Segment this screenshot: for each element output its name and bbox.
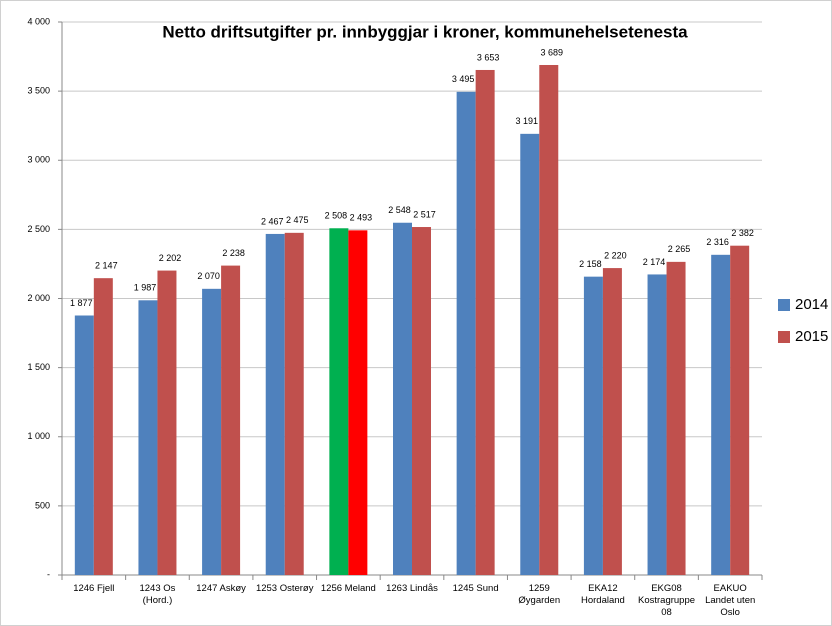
- bar: [93, 278, 113, 575]
- y-tick-label: 2 000: [27, 293, 50, 303]
- data-label: 3 495: [452, 74, 475, 84]
- bar: [412, 227, 431, 575]
- bar: [348, 230, 368, 575]
- bar: [730, 245, 750, 575]
- data-label: 2 220: [604, 250, 627, 260]
- bar: [475, 69, 495, 575]
- data-label: 2 475: [286, 215, 309, 225]
- data-label: 2 174: [643, 257, 666, 267]
- data-label: 2 493: [350, 213, 373, 223]
- data-label: 2 202: [159, 253, 182, 263]
- data-label: 1 877: [70, 298, 93, 308]
- data-label: 2 147: [95, 261, 118, 271]
- data-label: 2 382: [731, 228, 754, 238]
- data-label: 3 689: [541, 47, 564, 57]
- x-tick-label: 1259 Øygarden: [518, 583, 561, 606]
- legend-label: 2014: [795, 296, 828, 313]
- data-label: 3 191: [516, 116, 539, 126]
- bar: [329, 228, 349, 576]
- x-tick-label: EKA12 Hordaland: [580, 583, 625, 606]
- data-label: 2 517: [413, 209, 436, 219]
- bar: [456, 91, 476, 575]
- y-tick-label: 1 000: [27, 431, 50, 441]
- legend-label: 2015: [795, 328, 828, 345]
- bar: [583, 276, 603, 575]
- y-tick-label: 3 000: [27, 155, 50, 165]
- data-label: 2 070: [197, 271, 220, 281]
- bar: [711, 254, 731, 576]
- bar: [221, 265, 241, 575]
- data-label: 2 158: [579, 259, 602, 269]
- y-tick-label: -: [47, 569, 50, 579]
- bar: [74, 315, 94, 575]
- x-tick-label: 1246 Fjell: [73, 583, 115, 594]
- data-label: 2 467: [261, 216, 284, 226]
- y-tick-label: 2 500: [27, 224, 50, 234]
- bar: [520, 133, 540, 576]
- bar: [666, 261, 686, 575]
- legend-swatch: [778, 331, 790, 343]
- bar: [265, 233, 285, 575]
- data-label: 2 508: [325, 211, 348, 221]
- legend-swatch: [778, 299, 790, 311]
- data-label: 2 265: [668, 244, 691, 254]
- x-tick-label: 1253 Osterøy: [255, 583, 314, 594]
- data-label: 2 548: [388, 205, 411, 215]
- bar: [393, 222, 412, 575]
- bar: [202, 288, 222, 575]
- chart-title: Netto driftsutgifter pr. innbyggjar i kr…: [162, 22, 688, 41]
- bar: [138, 300, 158, 575]
- y-tick-label: 4 000: [27, 16, 50, 26]
- x-tick-label: EKG08 Kostragruppe 08: [638, 583, 696, 618]
- bar: [539, 64, 559, 575]
- x-tick-label: 1243 Os (Hord.): [139, 583, 176, 606]
- bar: [157, 270, 177, 575]
- x-tick-label: 1245 Sund: [452, 583, 499, 594]
- x-tick-label: EAKUO Landet uten Oslo: [705, 583, 756, 618]
- bar: [284, 232, 304, 576]
- x-tick-label: 1247 Askøy: [196, 583, 246, 594]
- data-label: 2 238: [222, 248, 245, 258]
- x-tick-label: 1256 Meland: [320, 583, 376, 594]
- data-label: 3 653: [477, 52, 500, 62]
- y-tick-label: 1 500: [27, 362, 50, 372]
- x-tick-label: 1263 Lindås: [386, 583, 438, 594]
- bar: [602, 268, 622, 575]
- y-tick-label: 500: [35, 500, 50, 510]
- data-label: 2 316: [706, 237, 729, 247]
- data-label: 1 987: [134, 283, 157, 293]
- y-tick-label: 3 500: [27, 86, 50, 96]
- bar: [647, 274, 667, 575]
